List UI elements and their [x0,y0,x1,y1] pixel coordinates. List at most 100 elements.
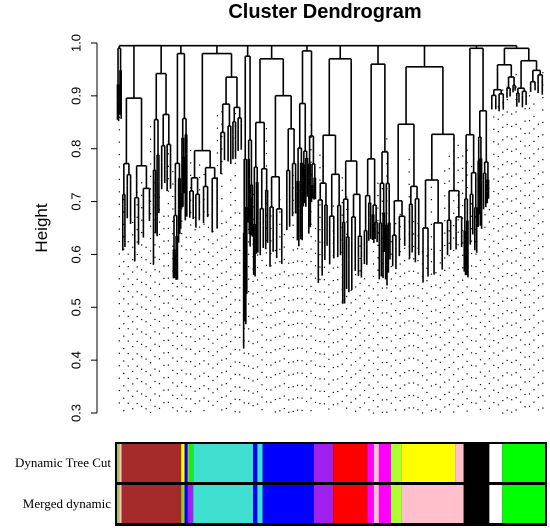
leaf-dot [288,324,290,326]
leaf-dot [497,367,499,369]
leaf-dot [457,368,459,370]
leaf-dot [426,304,428,307]
leaf-dot [274,311,276,314]
leaf-dot [288,337,290,339]
leaf-dot [497,267,499,269]
color-segment [257,444,263,482]
leaf-dot [256,291,259,293]
leaf-dot [230,204,232,206]
leaf-dot [270,314,272,316]
leaf-dot [386,337,388,339]
leaf-dot [332,205,334,207]
leaf-dot [332,304,334,307]
leaf-dot [163,215,165,217]
leaf-dot [453,411,455,413]
leaf-dot [319,403,321,405]
leaf-dot [457,355,459,358]
color-segment [193,444,254,482]
leaf-dot [399,263,401,265]
leaf-dot [279,360,281,362]
leaf-dot [203,236,205,238]
leaf-dot [279,298,281,300]
leaf-dot [417,272,419,274]
leaf-dot [221,173,223,175]
leaf-dot [132,346,134,348]
leaf-dot [167,339,169,341]
leaf-dot [377,406,379,408]
leaf-dot [305,264,308,266]
leaf-dot [457,318,459,320]
leaf-dot [172,195,174,198]
leaf-dot [497,329,499,331]
leaf-dot [154,380,156,383]
leaf-dot [149,250,152,252]
leaf-dot [190,224,192,226]
leaf-dot [310,360,312,362]
leaf-dot [256,316,259,318]
leaf-dot [221,185,223,187]
leaf-dot [136,402,138,405]
leaf-dot [256,378,259,380]
leaf-dot [511,150,513,152]
leaf-dot [381,374,383,376]
leaf-dot [118,315,120,317]
leaf-dot [207,251,210,253]
leaf-dot [274,262,276,264]
leaf-dot [203,335,205,337]
leaf-dot [181,307,183,309]
leaf-dot [256,279,259,281]
leaf-dot [506,322,508,324]
leaf-dot [439,386,441,388]
leaf-dot [341,400,343,403]
leaf-dot [185,373,187,375]
leaf-dot [239,237,241,239]
leaf-dot [149,188,152,190]
leaf-dot [519,302,522,304]
leaf-dot [412,307,415,310]
leaf-dot [221,210,223,212]
leaf-dot [502,114,504,116]
leaf-dot [185,311,187,313]
leaf-dot [305,301,308,303]
color-segment [253,485,258,523]
leaf-dot [341,326,343,328]
leaf-dot [502,151,504,153]
leaf-dot [158,395,161,397]
leaf-dot [158,308,161,310]
leaf-dot [118,278,120,280]
leaf-dot [493,253,495,255]
leaf-dot [475,303,477,305]
leaf-dot [305,326,308,328]
leaf-dot [310,323,312,325]
leaf-dot [493,153,495,155]
leaf-dot [127,315,129,317]
leaf-dot [185,410,187,412]
leaf-dot [479,383,482,386]
leaf-dot [118,389,120,392]
leaf-dot [261,408,263,411]
leaf-dot [319,266,321,268]
leaf-dot [515,397,517,399]
leaf-dot [479,284,482,286]
leaf-dot [399,400,401,402]
leaf-dot [167,364,169,366]
leaf-dot [256,254,259,256]
leaf-dot [363,352,366,354]
leaf-dot [466,149,468,151]
leaf-dot [190,236,192,239]
leaf-dot [252,367,254,369]
leaf-dot [176,397,178,400]
leaf-dot [435,359,437,361]
leaf-dot [533,364,535,366]
leaf-dot [515,334,517,337]
leaf-dot [234,299,236,301]
leaf-dot [216,376,219,378]
leaf-dot [314,401,317,403]
leaf-dot [542,332,544,335]
leaf-dot [248,402,250,404]
leaf-dot [533,227,535,229]
leaf-dot [297,359,299,362]
leaf-dot [216,115,219,117]
leaf-dot [439,411,441,413]
